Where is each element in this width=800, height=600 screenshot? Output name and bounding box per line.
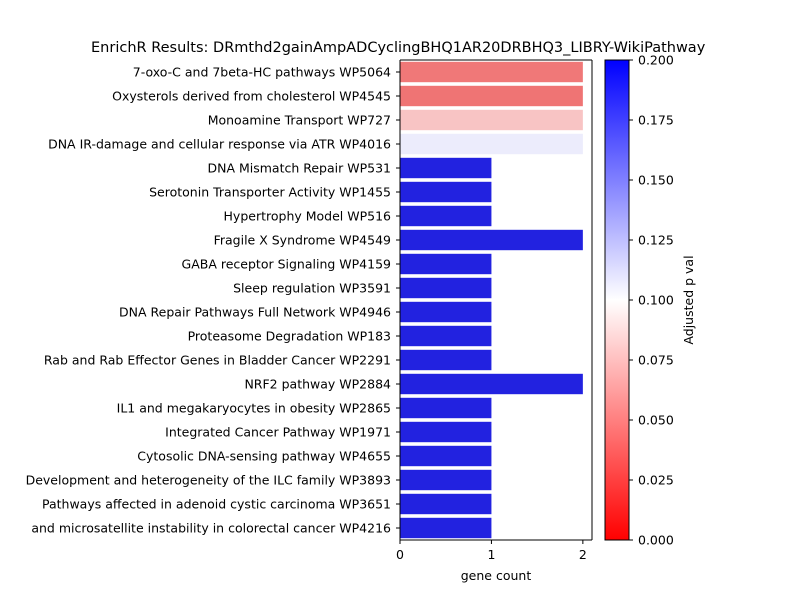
bar (400, 181, 492, 203)
colorbar-gradient (604, 59, 630, 541)
category-label: Proteasome Degradation WP183 (188, 329, 391, 344)
category-label: Hypertrophy Model WP516 (224, 209, 392, 224)
colorbar: 0.000 0.025 0.050 0.075 0.100 0.125 0.150 0.175… (604, 53, 674, 548)
bar (400, 397, 492, 419)
bar (400, 157, 492, 179)
category-label: Monoamine Transport WP727 (208, 113, 391, 128)
bar (400, 85, 583, 107)
bar (400, 61, 583, 83)
bar (400, 517, 492, 539)
category-label: Rab and Rab Effector Genes in Bladder Ca… (44, 353, 391, 368)
category-label: Integrated Cancer Pathway WP1971 (165, 425, 391, 440)
x-tick-label: 2 (579, 547, 587, 562)
colorbar-tick-label: 0.100 (638, 293, 674, 308)
colorbar-tick-label: 0.075 (638, 353, 674, 368)
x-axis-label: gene count (461, 568, 532, 583)
category-label: Development and heterogeneity of the ILC… (26, 473, 391, 488)
colorbar-tick-label: 0.200 (638, 53, 674, 68)
category-label: DNA Repair Pathways Full Network WP4946 (119, 305, 391, 320)
category-label: IL1 and megakaryocytes in obesity WP2865 (117, 401, 391, 416)
colorbar-tick-label: 0.000 (638, 533, 674, 548)
bar (400, 301, 492, 323)
category-label: Fragile X Syndrome WP4549 (214, 233, 391, 248)
bar (400, 253, 492, 275)
category-label: and microsatellite instability in colore… (31, 521, 391, 536)
bar (400, 349, 492, 371)
category-label: GABA receptor Signaling WP4159 (182, 257, 392, 272)
chart-title: EnrichR Results: DRmthd2gainAmpADCycling… (91, 40, 706, 56)
x-tick-label: 1 (487, 547, 495, 562)
bars-group (400, 61, 583, 539)
colorbar-tick-label: 0.050 (638, 413, 674, 428)
category-label: Serotonin Transporter Activity WP1455 (149, 185, 391, 200)
colorbar-tick-label: 0.125 (638, 233, 674, 248)
x-axis: 0 1 2 (396, 59, 593, 562)
category-label: Pathways affected in adenoid cystic carc… (42, 497, 391, 512)
bar (400, 445, 492, 467)
colorbar-tick-label: 0.150 (638, 173, 674, 188)
bar (400, 229, 583, 251)
bar (400, 277, 492, 299)
bar (400, 373, 583, 395)
category-label: Sleep regulation WP3591 (233, 281, 391, 296)
category-label: DNA Mismatch Repair WP531 (207, 161, 391, 176)
bar (400, 469, 492, 491)
x-tick-label: 0 (396, 547, 404, 562)
category-label: Oxysterols derived from cholesterol WP45… (112, 89, 391, 104)
colorbar-label: Adjusted p val (681, 255, 696, 344)
bar (400, 109, 583, 131)
category-label: 7-oxo-C and 7beta-HC pathways WP5064 (133, 65, 391, 80)
bar (400, 325, 492, 347)
colorbar-tick-label: 0.175 (638, 113, 674, 128)
category-labels: 7-oxo-C and 7beta-HC pathways WP5064 Oxys… (26, 65, 400, 536)
category-label: NRF2 pathway WP2884 (244, 377, 391, 392)
colorbar-tick-label: 0.025 (638, 473, 674, 488)
category-label: Cytosolic DNA-sensing pathway WP4655 (137, 449, 391, 464)
bar (400, 421, 492, 443)
bar (400, 493, 492, 515)
bar (400, 205, 492, 227)
category-label: DNA IR-damage and cellular response via … (48, 137, 391, 152)
bar (400, 133, 583, 155)
